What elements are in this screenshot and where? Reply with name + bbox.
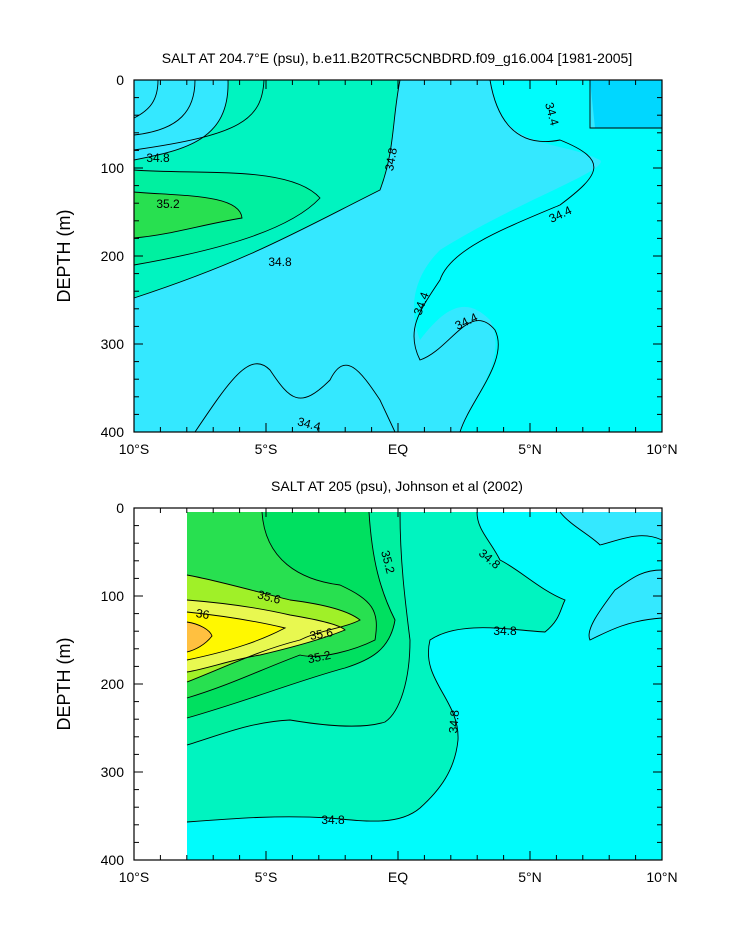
bottom-y-axis-label: DEPTH (m)	[54, 638, 74, 731]
bottom-contour-line	[588, 569, 663, 641]
top-fill-34.4-north	[413, 80, 662, 432]
top-y-ticks: 0 100 200 300 400	[101, 72, 662, 440]
bottom-contour-line	[186, 621, 213, 653]
y-tick-label: 200	[101, 676, 125, 692]
top-contour-line	[413, 79, 595, 433]
top-contour-lines	[133, 79, 662, 433]
contour-label: 35.2	[156, 197, 180, 211]
x-tick-label: 5°S	[255, 869, 278, 885]
bottom-contour-line	[186, 511, 566, 823]
contour-label: 36	[195, 606, 211, 622]
bottom-panel-title: SALT AT 205 (psu), Johnson et al (2002)	[271, 478, 523, 494]
x-tick-label: 10°S	[119, 869, 150, 885]
y-tick-label: 0	[116, 72, 124, 88]
x-tick-label: 10°N	[646, 869, 677, 885]
bottom-fill-36.0-band	[187, 612, 285, 660]
contour-label: 35.2	[306, 648, 332, 667]
top-y-axis-label: DEPTH (m)	[54, 210, 74, 303]
contour-label: 34.8	[493, 624, 517, 638]
x-tick-label: 10°S	[119, 441, 150, 457]
top-contour-line	[133, 79, 265, 151]
top-fill-35.2-core	[134, 192, 242, 238]
contour-label: 34.8	[268, 255, 292, 269]
top-contour-line	[589, 80, 662, 129]
bottom-fill-34.6-north	[187, 512, 662, 860]
top-contour-line	[133, 169, 321, 266]
bottom-fill-36.2-core	[187, 622, 212, 652]
top-fill-bottom-bumps	[195, 363, 395, 432]
top-contour-line	[133, 191, 243, 239]
x-tick-label: 10°N	[646, 441, 677, 457]
bottom-fill-34.4-tongue	[589, 570, 662, 640]
y-tick-label: 400	[101, 424, 125, 440]
top-fill-34.6-upperleft	[134, 80, 229, 160]
y-tick-label: 200	[101, 248, 125, 264]
bottom-contour-line	[186, 511, 396, 719]
contour-label: 34.8	[321, 813, 345, 827]
top-contour-line	[133, 79, 196, 136]
contour-label: 34.4	[542, 101, 562, 127]
top-contour-line	[133, 79, 401, 299]
bottom-contour-line	[186, 611, 287, 661]
bottom-filled-contours	[187, 512, 662, 860]
x-tick-label: EQ	[388, 441, 408, 457]
x-tick-label: 5°N	[518, 869, 542, 885]
bottom-contour-labels: 35.6 36 35.6 35.2 35.2 34.8 34.8 34.8 34…	[195, 546, 517, 827]
top-panel: SALT AT 204.7°E (psu), b.e11.B20TRC5CNBD…	[54, 50, 678, 457]
contour-label: 34.8	[146, 151, 170, 165]
y-tick-label: 100	[101, 588, 125, 604]
top-contour-line	[194, 363, 396, 433]
bottom-panel: SALT AT 205 (psu), Johnson et al (2002)	[54, 478, 678, 885]
contour-label: 35.6	[256, 587, 282, 607]
bottom-contour-lines	[186, 511, 663, 823]
bottom-contour-line	[186, 511, 377, 699]
top-fill-34.2-northeast	[590, 80, 662, 128]
y-tick-label: 300	[101, 764, 125, 780]
top-filled-contours	[134, 80, 662, 432]
top-contour-line	[133, 79, 159, 119]
bottom-x-ticks: 10°S 5°S EQ 5°N 10°N	[119, 508, 678, 885]
contour-label: 34.4	[296, 414, 322, 434]
top-panel-title: SALT AT 204.7°E (psu), b.e11.B20TRC5CNBD…	[162, 50, 632, 66]
bottom-contour-line	[559, 511, 663, 546]
bottom-contour-line	[186, 574, 361, 683]
y-tick-label: 300	[101, 336, 125, 352]
x-tick-label: 5°S	[255, 441, 278, 457]
top-contour-line	[133, 79, 229, 161]
bottom-contour-line	[186, 511, 411, 746]
y-tick-label: 0	[116, 500, 124, 516]
x-tick-label: 5°N	[518, 441, 542, 457]
top-x-ticks: 10°S 5°S EQ 5°N 10°N	[119, 80, 678, 457]
bottom-y-ticks: 0 100 200 300 400	[101, 500, 662, 868]
y-tick-label: 100	[101, 160, 125, 176]
contour-label: 34.8	[382, 146, 400, 172]
x-tick-label: EQ	[388, 869, 408, 885]
contour-label: 34.8	[446, 709, 462, 734]
bottom-fill-34.4-northeast	[560, 512, 662, 545]
y-tick-label: 400	[101, 852, 125, 868]
contour-label: 35.2	[378, 549, 398, 575]
bottom-contour-line	[186, 599, 346, 673]
contour-label: 35.6	[309, 625, 335, 643]
